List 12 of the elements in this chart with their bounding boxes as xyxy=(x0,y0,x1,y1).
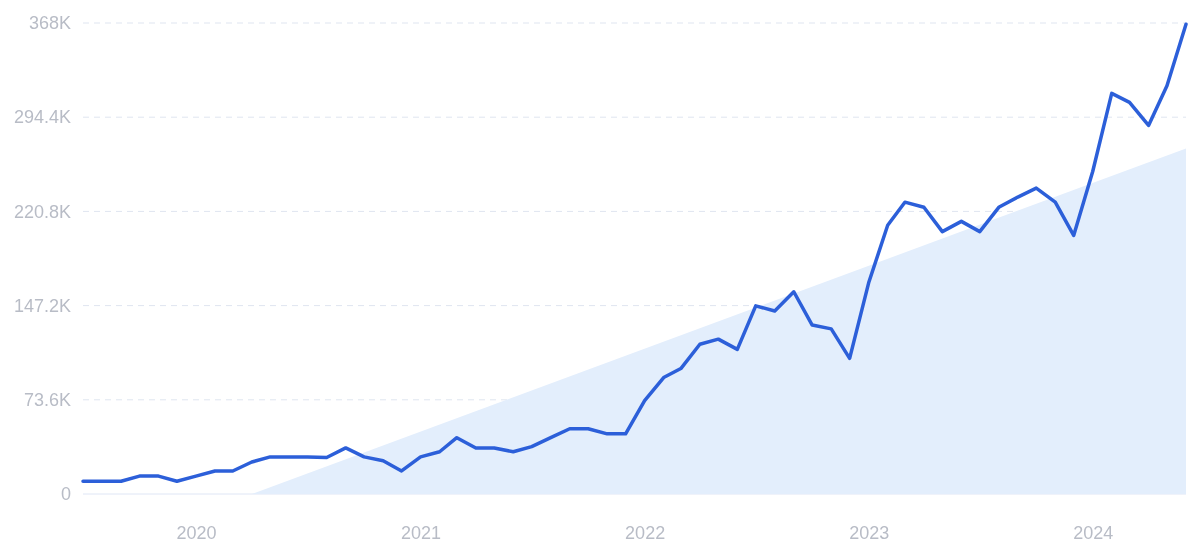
y-tick-label: 147.2K xyxy=(13,295,71,316)
x-tick-label: 2022 xyxy=(625,522,666,543)
y-tick-label: 220.8K xyxy=(13,201,71,222)
line-series xyxy=(81,22,1188,483)
x-tick-label: 2021 xyxy=(401,522,442,543)
y-tick-label: 73.6K xyxy=(23,390,71,411)
x-tick-label: 2024 xyxy=(1073,522,1114,543)
y-tick-label: 294.4K xyxy=(13,107,71,128)
x-tick-label: 2023 xyxy=(849,522,890,543)
y-tick-label: 368K xyxy=(28,13,71,34)
x-tick-label: 2020 xyxy=(176,522,217,543)
y-tick-label: 0 xyxy=(60,484,71,505)
